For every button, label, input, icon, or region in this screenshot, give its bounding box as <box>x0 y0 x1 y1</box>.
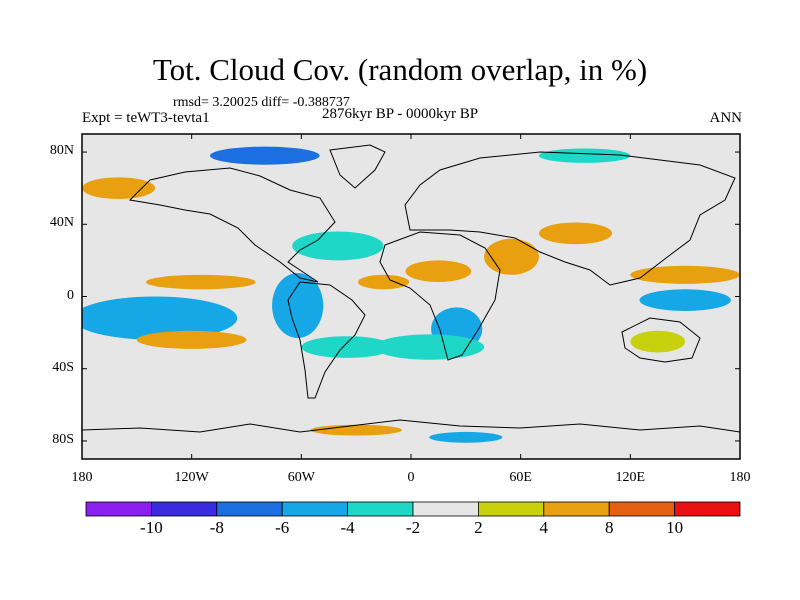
coastline-north-america <box>128 167 336 283</box>
anomaly-east-pacific-positive <box>136 330 247 349</box>
colorbar-swatch <box>674 501 741 517</box>
colorbar-label: 2 <box>474 518 483 537</box>
colorbar-swatch <box>347 501 414 517</box>
anomaly-arabia-positive <box>484 238 539 275</box>
anomaly-siberia-negative <box>538 148 631 163</box>
x-tick-label: 60W <box>287 470 315 485</box>
plot-title: Tot. Cloud Cov. (random overlap, in %) <box>152 52 648 87</box>
x-tick-label: 60E <box>509 470 532 485</box>
coastline-greenland <box>329 144 386 189</box>
colorbar-swatch <box>216 501 283 517</box>
colorbar-label: -6 <box>275 518 290 537</box>
anomaly-antarctic-negative <box>429 431 503 443</box>
y-tick-label: 80N <box>49 143 74 159</box>
colorbar-swatch <box>150 501 218 517</box>
coastline-layer <box>82 144 740 433</box>
colorbar-swatch <box>85 501 152 517</box>
x-tick-label: 0 <box>407 470 415 485</box>
colorbar-label: -10 <box>140 518 163 537</box>
anomaly-north-atlantic-negative <box>292 231 384 261</box>
colorbar-swatch <box>477 501 545 517</box>
coastline-australia <box>621 317 701 363</box>
anomaly-australia-positive <box>630 330 686 353</box>
x-tick-label: 180 <box>71 470 93 485</box>
tick-layer <box>81 134 741 459</box>
stats-text: rmsd= 3.20025 diff= -0.388737 <box>173 95 350 110</box>
anomaly-north-pacific-positive <box>82 177 156 200</box>
anomaly-asia-positive <box>538 222 613 245</box>
coastline-eurasia <box>404 151 736 286</box>
y-tick-label: 40N <box>49 215 74 231</box>
x-tick-label: 120E <box>615 470 646 485</box>
anomaly-west-pacific-positive <box>630 265 740 284</box>
coastline-south-america <box>287 281 366 399</box>
anomaly-west-pacific-negative <box>639 289 731 311</box>
colorbar-swatch <box>543 501 610 517</box>
anomaly-layer <box>82 146 740 443</box>
anomaly-sahara-positive <box>405 260 472 283</box>
coastline-antarctica <box>82 419 740 433</box>
anomaly-south-america-negative <box>272 273 324 339</box>
colorbar-label: -4 <box>340 518 355 537</box>
colorbar-label: 8 <box>604 518 614 537</box>
y-tick-label: 40S <box>52 359 74 375</box>
period-label: 2876kyr BP - 0000kyr BP <box>322 106 479 122</box>
coastline-africa <box>379 231 501 361</box>
y-tick-label: 80S <box>52 431 74 447</box>
experiment-label: Expt = teWT3-tevta1 <box>82 110 210 126</box>
colorbar-swatch <box>412 501 479 517</box>
anomaly-indian-ocean-negative <box>374 334 485 360</box>
x-tick-label: 120W <box>174 470 209 485</box>
colorbar-swatch <box>608 501 676 517</box>
season-label: ANN <box>709 110 743 126</box>
colorbar-label: 10 <box>666 518 684 537</box>
x-tick-label: 180 <box>729 470 751 485</box>
anomaly-tropical-atlantic-positive <box>357 274 410 290</box>
anomaly-south-atlantic-negative <box>301 336 393 358</box>
y-tick-label: 0 <box>67 287 74 303</box>
colorbar-swatch <box>281 501 349 517</box>
anomaly-antarctic-positive <box>310 424 402 436</box>
colorbar-label: -8 <box>209 518 224 537</box>
anomaly-arctic-canada-negative <box>209 146 320 165</box>
anomaly-east-pacific-positive-north <box>145 274 256 290</box>
colorbar-label: 4 <box>539 518 549 537</box>
colorbar <box>85 501 741 517</box>
colorbar-label: -2 <box>405 518 421 537</box>
map-background <box>82 134 740 459</box>
anomaly-tropical-pacific-band <box>82 296 238 340</box>
